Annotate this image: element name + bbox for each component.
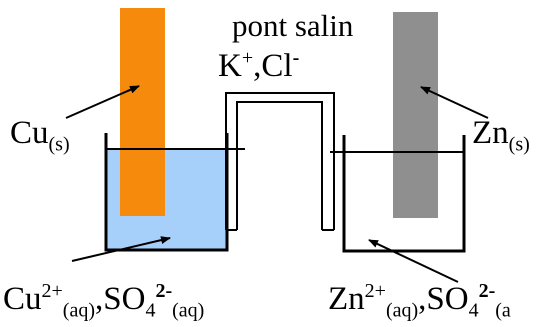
zinc-electrode [393,12,438,218]
arrow-to-zinc-electrode [420,86,489,119]
sulfate-subscript-left: 4 [145,299,156,322]
sulfate-state-right: (a [495,299,511,322]
salt-bridge-ions: K+,Cl- [218,47,300,84]
zinc-electrode-label: Zn(s) [472,115,530,155]
sulfate-subscript-right: 4 [468,299,479,322]
copper-ion-charge: 2+ [41,280,63,302]
zinc-symbol: Zn [472,115,509,151]
arrow-to-copper-electrode [65,85,140,119]
potassium-ion: K [218,48,242,84]
ion-separator: , [253,48,262,84]
sulfate-charge-left: 2- [155,280,173,302]
zinc-ion-charge: 2+ [364,280,386,302]
arrow-to-zinc-solution [368,239,459,283]
copper-solution-label: Cu2+(aq),SO42-(aq) [3,280,204,321]
sulfate-symbol-left: SO [103,281,146,317]
sulfate-charge-right: 2- [478,280,496,302]
copper-electrode [120,8,165,216]
salt-bridge-inner [236,101,323,230]
copper-ion-symbol: Cu [3,281,42,317]
right-beaker [342,135,466,253]
sulfate-symbol-right: SO [426,281,469,317]
copper-symbol: Cu [10,115,49,151]
zinc-solution-separator: , [418,281,427,317]
copper-ion-state: (aq) [62,299,95,322]
zinc-ion-symbol: Zn [328,281,365,317]
zinc-state: (s) [508,133,530,156]
chloride-charge: - [292,47,300,69]
salt-bridge-title: pont salin [232,8,354,43]
salt-bridge-outer [225,92,335,230]
potassium-charge: + [241,47,254,69]
copper-electrode-label: Cu(s) [10,115,70,155]
zinc-ion-state: (aq) [385,299,419,322]
arrow-to-copper-solution [71,236,171,262]
chloride-ion: Cl [261,48,293,84]
sulfate-state-left: (aq) [172,299,205,322]
copper-state: (s) [48,133,70,156]
copper-solution-separator: , [95,281,104,317]
zinc-solution-label: Zn2+(aq),SO42-(a [328,280,511,321]
